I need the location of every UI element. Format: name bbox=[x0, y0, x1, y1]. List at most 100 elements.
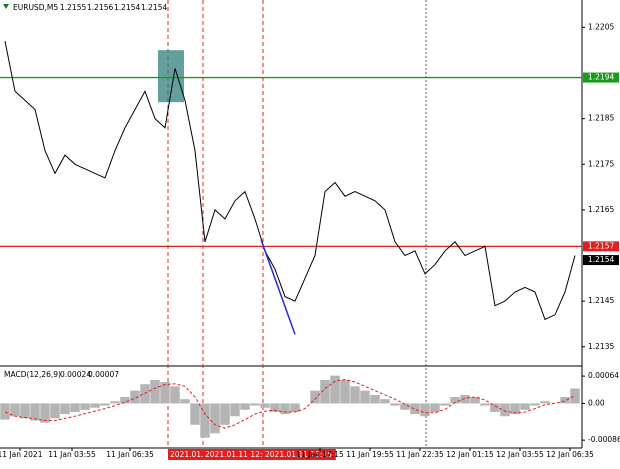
histogram-bar bbox=[140, 384, 150, 404]
ohlc-open: 1.2155 bbox=[60, 3, 86, 12]
histogram-bar bbox=[50, 403, 60, 419]
histogram-bar bbox=[170, 386, 180, 404]
histogram-bar bbox=[100, 403, 110, 406]
y-tick-label: 1.2145 bbox=[588, 296, 614, 305]
macd-title: MACD(12,26,9) bbox=[4, 370, 61, 379]
time-label-bg bbox=[263, 449, 336, 460]
histogram-bar bbox=[260, 403, 270, 408]
histogram-bar bbox=[480, 403, 490, 406]
histogram-bar bbox=[20, 403, 30, 419]
ohlc-high: 1.2156 bbox=[87, 3, 113, 12]
histogram-bar bbox=[130, 390, 140, 404]
y-tick-label: 1.2175 bbox=[588, 159, 614, 168]
histogram-bar bbox=[410, 403, 420, 415]
histogram-bar bbox=[230, 403, 240, 417]
x-tick-label: 12 Jan 01:15 bbox=[446, 450, 494, 459]
histogram-bar bbox=[220, 403, 230, 425]
histogram-bar bbox=[110, 401, 120, 404]
x-tick-label: 11 Jan 03:55 bbox=[48, 450, 96, 459]
signal-readout: 0.00007 bbox=[88, 370, 119, 379]
level-label-bg bbox=[583, 241, 619, 252]
x-tick-label: 11 Jan 17:15 bbox=[296, 450, 344, 459]
histogram-bar bbox=[290, 403, 300, 412]
x-tick-label: 11 Jan 06:35 bbox=[106, 450, 154, 459]
histogram-bar bbox=[440, 403, 450, 406]
level-label: 1.2194 bbox=[588, 73, 614, 82]
histogram-bar bbox=[250, 403, 260, 406]
histogram-bar bbox=[490, 403, 500, 412]
y-tick-label: 1.2185 bbox=[588, 114, 614, 123]
histogram-bar bbox=[240, 403, 250, 410]
histogram-bar bbox=[180, 399, 190, 404]
x-tick-label: 11 Jan 19:55 bbox=[346, 450, 394, 459]
y-tick-label: 1.2165 bbox=[588, 205, 614, 214]
histogram-bar bbox=[80, 403, 90, 410]
histogram-bar bbox=[420, 403, 430, 417]
time-label: 2021.01.11 12:00 bbox=[205, 450, 272, 459]
histogram-bar bbox=[520, 403, 530, 410]
histogram-bar bbox=[370, 394, 380, 404]
histogram-bar bbox=[570, 388, 580, 404]
last-price-bg bbox=[583, 255, 619, 266]
x-tick-label: 11 Jan 22:35 bbox=[396, 450, 444, 459]
histogram-bar bbox=[120, 397, 130, 404]
time-label-bg bbox=[168, 449, 211, 460]
symbol-icon bbox=[3, 4, 9, 9]
histogram-bar bbox=[510, 403, 520, 415]
histogram-bar bbox=[390, 403, 400, 406]
y-tick-label: -0.00086 bbox=[588, 435, 620, 444]
x-tick-label: 12 Jan 06:35 bbox=[546, 450, 594, 459]
histogram-bar bbox=[190, 403, 200, 425]
time-label-bg bbox=[203, 449, 276, 460]
histogram-bar bbox=[210, 403, 220, 434]
trendline bbox=[260, 239, 296, 335]
histogram-bar bbox=[10, 403, 20, 417]
histogram-bar bbox=[200, 403, 210, 438]
chart-title: EURUSD,M5 bbox=[13, 3, 58, 12]
ohlc-close: 1.2154 bbox=[141, 3, 167, 12]
histogram-bar bbox=[60, 403, 70, 415]
histogram-bar bbox=[30, 403, 40, 421]
histogram-bar bbox=[0, 403, 10, 420]
x-tick-label: 11 Jan 2021 bbox=[0, 450, 43, 459]
level-label: 1.2157 bbox=[588, 241, 614, 250]
histogram-bar bbox=[340, 379, 350, 404]
histogram-bar bbox=[330, 375, 340, 404]
histogram-bar bbox=[160, 382, 170, 404]
time-label: 2021.01.1 bbox=[170, 450, 208, 459]
macd-readout: 0.00024 bbox=[60, 370, 91, 379]
series-line bbox=[4, 378, 576, 429]
histogram-bar bbox=[310, 390, 320, 404]
histogram-bar bbox=[530, 403, 540, 406]
y-tick-label: 0.00 bbox=[588, 398, 605, 407]
histogram-bar bbox=[90, 403, 100, 408]
histogram-bar bbox=[540, 401, 550, 404]
histogram-bar bbox=[380, 399, 390, 404]
histogram-bar bbox=[460, 394, 470, 404]
y-tick-label: 1.2135 bbox=[588, 342, 614, 351]
histogram-bar bbox=[470, 397, 480, 404]
histogram-bar bbox=[270, 403, 280, 412]
ohlc-low: 1.2154 bbox=[114, 3, 140, 12]
histogram-bar bbox=[500, 403, 510, 417]
time-label: 2021.01.11 15:15 bbox=[265, 450, 332, 459]
series-line bbox=[4, 41, 576, 321]
histogram-bar bbox=[450, 397, 460, 404]
y-tick-label: 1.2205 bbox=[588, 22, 614, 31]
histogram-bar bbox=[350, 386, 360, 404]
histogram-bar bbox=[40, 403, 50, 423]
histogram-bar bbox=[280, 403, 290, 415]
histogram-bar bbox=[70, 403, 80, 412]
histogram-bar bbox=[150, 379, 160, 404]
histogram-bar bbox=[360, 390, 370, 404]
histogram-bar bbox=[400, 403, 410, 410]
y-tick-label: 0.00064 bbox=[588, 371, 619, 380]
x-tick-label: 12 Jan 03:55 bbox=[496, 450, 544, 459]
last-price-label: 1.2154 bbox=[588, 255, 614, 264]
histogram-bar bbox=[560, 397, 570, 404]
histogram-bar bbox=[320, 379, 330, 404]
histogram-bar bbox=[430, 403, 440, 412]
level-label-bg bbox=[583, 72, 619, 83]
